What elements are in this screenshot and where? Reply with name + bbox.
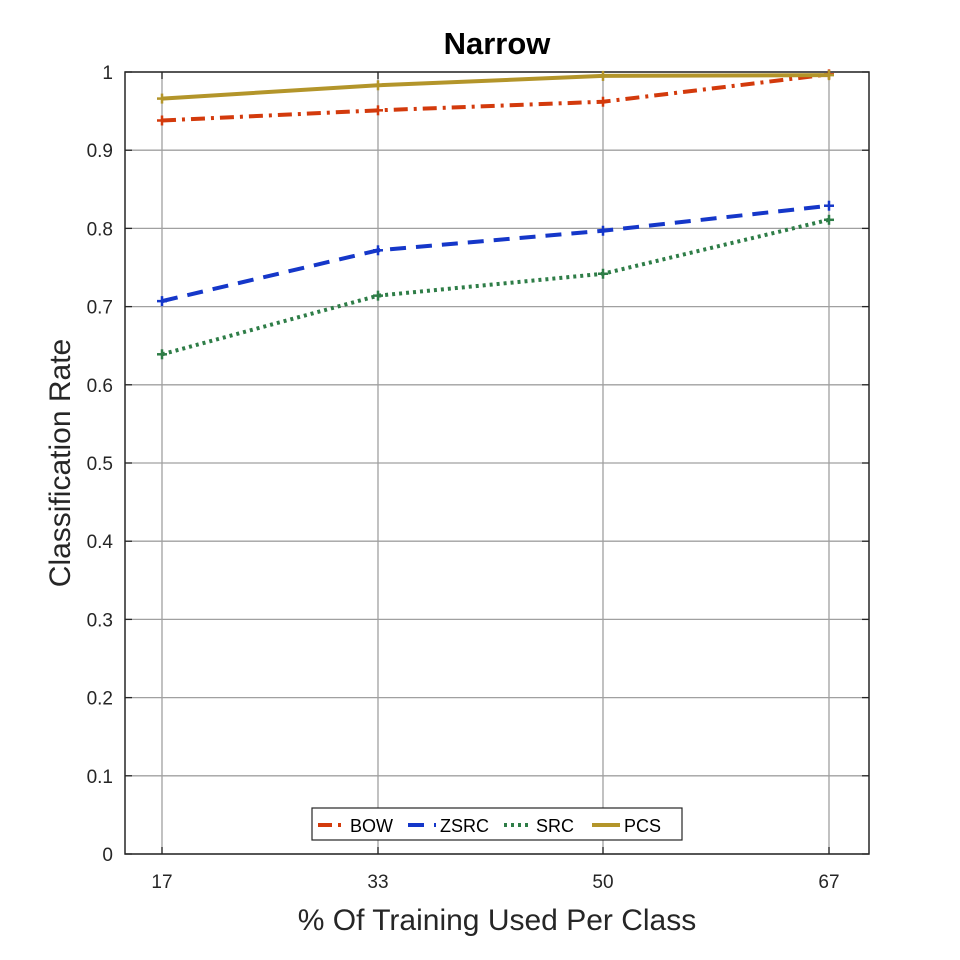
y-tick-label: 0.7 bbox=[87, 298, 113, 319]
legend: BOW ZSRC SRC PCS bbox=[311, 807, 683, 841]
data-point-pcs bbox=[824, 70, 834, 81]
y-tick-label: 0.4 bbox=[87, 532, 114, 553]
data-point-zsrc bbox=[598, 225, 608, 236]
data-point-zsrc bbox=[824, 200, 834, 211]
x-tick-label: 67 bbox=[818, 872, 839, 893]
x-tick-label: 50 bbox=[592, 872, 613, 893]
data-point-src bbox=[598, 268, 608, 279]
x-tick-label: 33 bbox=[367, 872, 388, 893]
y-tick-label: 0.2 bbox=[87, 689, 113, 710]
y-tick-label: 0.5 bbox=[87, 454, 113, 475]
series-line-bow bbox=[161, 72, 830, 123]
legend-label-pcs: PCS bbox=[624, 816, 661, 836]
y-tick-label: 0 bbox=[102, 845, 113, 866]
y-tick-label: 0.6 bbox=[87, 376, 113, 397]
legend-label-zsrc: ZSRC bbox=[440, 816, 489, 836]
series-line-pcs bbox=[161, 73, 830, 101]
data-point-bow bbox=[157, 115, 167, 126]
y-tick-label: 0.9 bbox=[87, 141, 113, 162]
data-point-zsrc bbox=[373, 245, 383, 256]
y-tick-label: 0.1 bbox=[87, 767, 113, 788]
series-line-zsrc bbox=[161, 203, 830, 304]
series-line-src bbox=[161, 217, 830, 357]
legend-box bbox=[311, 807, 683, 841]
data-point-src bbox=[824, 214, 834, 225]
series-group bbox=[157, 69, 834, 360]
data-point-pcs bbox=[598, 70, 608, 81]
x-axis-title: % Of Training Used Per Class bbox=[298, 904, 696, 937]
data-point-bow bbox=[598, 96, 608, 107]
x-tick-label: 17 bbox=[151, 872, 172, 893]
data-point-pcs bbox=[373, 80, 383, 91]
chart-title: Narrow bbox=[444, 26, 552, 61]
data-point-zsrc bbox=[157, 296, 167, 307]
y-tick-label: 0.8 bbox=[87, 219, 113, 240]
legend-label-bow: BOW bbox=[350, 816, 393, 836]
data-point-src bbox=[157, 349, 167, 360]
y-tick-label: 0.3 bbox=[87, 610, 113, 631]
data-point-pcs bbox=[157, 93, 167, 104]
legend-label-src: SRC bbox=[536, 816, 574, 836]
data-point-src bbox=[373, 290, 383, 301]
axis-ticks: 0 0.1 0.2 0.3 0.4 0.5 0.6 0.7 0.8 0.9 1 17 33 50 67 bbox=[87, 63, 869, 893]
y-axis-title: Classification Rate bbox=[44, 339, 77, 587]
y-tick-label: 1 bbox=[102, 63, 113, 84]
data-point-bow bbox=[373, 105, 383, 116]
